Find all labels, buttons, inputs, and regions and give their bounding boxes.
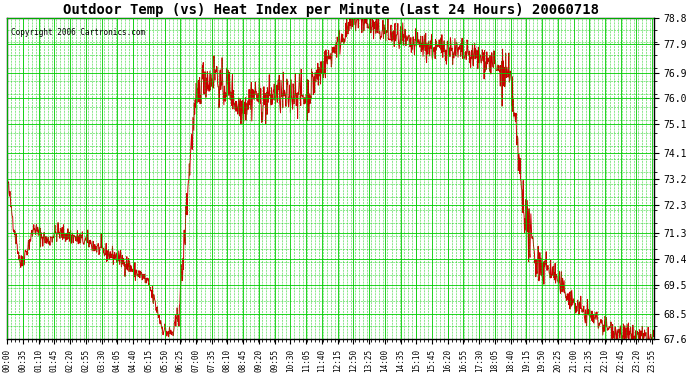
Text: Copyright 2006 Cartronics.com: Copyright 2006 Cartronics.com <box>10 28 145 37</box>
Title: Outdoor Temp (vs) Heat Index per Minute (Last 24 Hours) 20060718: Outdoor Temp (vs) Heat Index per Minute … <box>63 3 599 17</box>
